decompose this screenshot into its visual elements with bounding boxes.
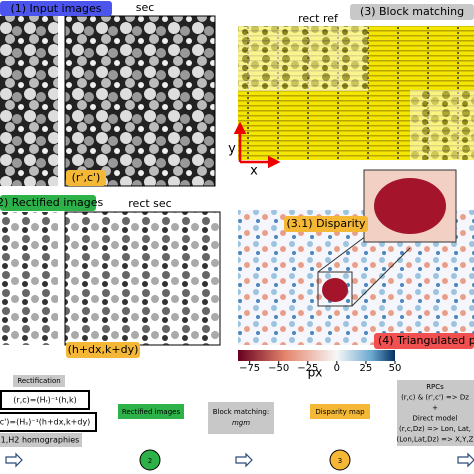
image — [64, 211, 221, 346]
equation: c')=(Hₛ)⁻¹(h+dx,k+dy) — [0, 418, 90, 427]
title: (4) Triangulated p — [378, 334, 474, 347]
image — [64, 15, 216, 187]
step — [139, 449, 161, 471]
blob — [322, 278, 348, 302]
colorbar — [238, 350, 395, 361]
text: (Lon,Lat,Dz) => X,Y,Z — [397, 436, 474, 444]
text: 1,H2 homographies — [1, 436, 80, 445]
box — [118, 404, 184, 419]
label-bg — [350, 4, 474, 20]
equation: (r,c)=(Hᵣ)⁻¹(h,k) — [13, 396, 76, 405]
tick-label: 50 — [389, 363, 402, 374]
text: Disparity map — [315, 408, 365, 416]
label: rect sec — [128, 197, 171, 210]
zoom-inset — [374, 178, 446, 234]
box — [310, 404, 370, 419]
image — [0, 212, 58, 345]
label: sec — [136, 1, 155, 14]
title: (3.1) Disparity — [287, 217, 366, 230]
step-number: 3 — [338, 457, 342, 465]
box — [0, 390, 90, 410]
tick-label: −75 — [239, 363, 260, 374]
point-label: (r',c') — [72, 171, 101, 184]
image — [0, 16, 58, 186]
box — [208, 402, 274, 434]
zoom-box — [317, 271, 353, 307]
colorbar-label: px — [308, 366, 323, 380]
tick-label: 25 — [360, 363, 373, 374]
box — [397, 380, 474, 446]
text: (r,c) & (r',c') => Dz — [401, 394, 469, 402]
text: mgm — [232, 419, 250, 427]
tick-label: −50 — [268, 363, 289, 374]
image — [410, 90, 474, 160]
arrow — [457, 452, 474, 468]
box — [0, 412, 97, 432]
point-label: (h+dx,k+dy) — [68, 343, 139, 356]
title: (3) Block matching — [360, 5, 464, 18]
box — [0, 433, 82, 447]
title: (2) Rectified images — [0, 196, 104, 209]
text: + — [432, 404, 438, 412]
title: (1) Input images — [10, 2, 101, 15]
image — [238, 26, 368, 91]
text: (r,c,Dz) => Lon, Lat, — [399, 425, 471, 433]
label-bg — [374, 333, 474, 349]
label-bg — [0, 1, 112, 16]
axis-label: y — [228, 142, 236, 157]
text: Rectification — [17, 377, 60, 385]
step-number: 2 — [148, 457, 152, 465]
label: rect ref — [298, 12, 339, 25]
text: Direct model — [413, 415, 458, 423]
text: RPCs — [426, 383, 444, 391]
zoom-line — [351, 247, 411, 307]
arrow — [235, 452, 253, 468]
tick-label: 0 — [334, 363, 340, 374]
label-bg — [0, 195, 96, 211]
text: Block matching: — [213, 408, 269, 416]
step — [329, 449, 351, 471]
text: Rectified images — [122, 408, 181, 416]
zoom-line — [317, 235, 367, 273]
label-bg — [66, 170, 106, 186]
label-bg — [66, 342, 140, 358]
box — [13, 375, 65, 387]
label-bg — [284, 216, 368, 232]
tick-label: −25 — [297, 363, 318, 374]
arrow — [5, 452, 23, 468]
axis-label: x — [250, 164, 258, 179]
